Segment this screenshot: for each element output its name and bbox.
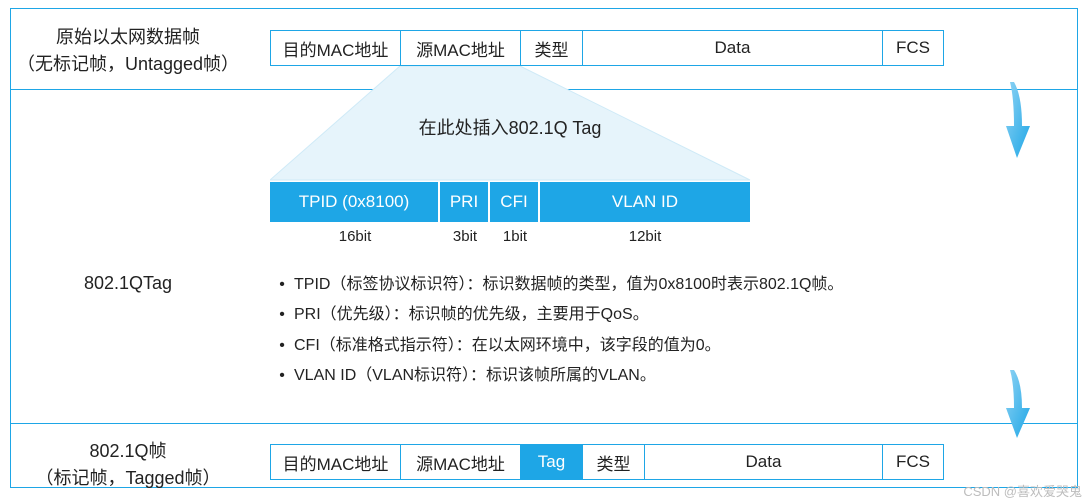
frame-cell: 源MAC地址 bbox=[400, 444, 520, 480]
frame-cell: 目的MAC地址 bbox=[270, 30, 400, 66]
section1-label: 原始以太网数据帧 （无标记帧，Untagged帧） bbox=[8, 24, 248, 78]
untagged-frame: 目的MAC地址源MAC地址类型DataFCS bbox=[270, 30, 944, 66]
tag-field: CFI bbox=[490, 182, 540, 222]
frame-cell: Data bbox=[582, 30, 882, 66]
arrow-1 bbox=[1002, 78, 1036, 148]
frame-cell: Tag bbox=[520, 444, 582, 480]
section2-label: 802.1QTag bbox=[8, 270, 248, 297]
tag-field: VLAN ID bbox=[540, 182, 750, 222]
bullet-item: PRI（优先级）：标识帧的优先级，主要用于QoS。 bbox=[270, 300, 1030, 330]
section3-label-l2: （标记帧，Tagged帧） bbox=[8, 465, 248, 492]
tag-descriptions: TPID（标签协议标识符）：标识数据帧的类型，值为0x8100时表示802.1Q… bbox=[270, 270, 1030, 392]
bullet-item: TPID（标签协议标识符）：标识数据帧的类型，值为0x8100时表示802.1Q… bbox=[270, 270, 1030, 300]
bit-label: 12bit bbox=[540, 228, 750, 245]
frame-cell: 类型 bbox=[520, 30, 582, 66]
section1-label-l2: （无标记帧，Untagged帧） bbox=[8, 51, 248, 78]
frame-cell: FCS bbox=[882, 444, 944, 480]
divider-2 bbox=[11, 423, 1077, 424]
bit-label: 16bit bbox=[270, 228, 440, 245]
bit-label: 3bit bbox=[440, 228, 490, 245]
frame-cell: 类型 bbox=[582, 444, 644, 480]
bullet-item: CFI（标准格式指示符）：在以太网环境中，该字段的值为0。 bbox=[270, 331, 1030, 361]
frame-cell: 目的MAC地址 bbox=[270, 444, 400, 480]
section1-label-l1: 原始以太网数据帧 bbox=[8, 24, 248, 51]
frame-cell: FCS bbox=[882, 30, 944, 66]
frame-cell: Data bbox=[644, 444, 882, 480]
watermark: CSDN @喜欢爱哭鬼 bbox=[963, 481, 1082, 500]
arrow-2 bbox=[1002, 368, 1036, 438]
diagram-frame bbox=[10, 8, 1078, 488]
insert-label: 在此处插入802.1Q Tag bbox=[380, 114, 640, 140]
frame-cell: 源MAC地址 bbox=[400, 30, 520, 66]
tag-field: TPID (0x8100) bbox=[270, 182, 440, 222]
section3-label: 802.1Q帧 （标记帧，Tagged帧） bbox=[8, 438, 248, 492]
section3-label-l1: 802.1Q帧 bbox=[8, 438, 248, 465]
divider-1 bbox=[11, 89, 1077, 90]
bullet-item: VLAN ID（VLAN标识符）：标识该帧所属的VLAN。 bbox=[270, 361, 1030, 391]
tag-field: PRI bbox=[440, 182, 490, 222]
bit-label: 1bit bbox=[490, 228, 540, 245]
tagged-frame: 目的MAC地址源MAC地址Tag类型DataFCS bbox=[270, 444, 944, 480]
tag-fields-row: TPID (0x8100)PRICFIVLAN ID bbox=[270, 182, 750, 222]
